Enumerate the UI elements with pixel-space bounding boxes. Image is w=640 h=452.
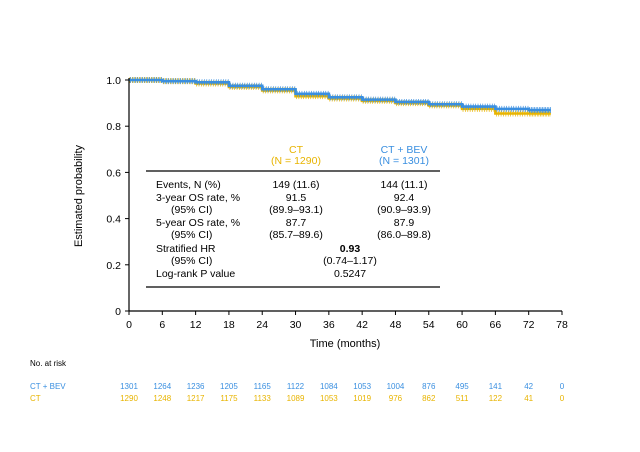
stat-ctbev-value: (86.0–89.8) [377,229,431,241]
axes: 0 6 12 18 24 30 36 42 48 54 60 66 72 78 0 0.2 0.4 0.6 0.8 1… [106,75,568,331]
censor-marks-ctbev [130,77,551,114]
risk-value: 1290 [120,394,138,403]
risk-value: 1019 [353,394,371,403]
stat-ct-value: 149 (11.6) [272,179,319,191]
risk-row-label: CT [30,394,41,403]
hr-label: Stratified HR [156,243,216,255]
x-tick-label: 66 [490,319,502,331]
stat-ct-value: 87.7 [286,217,307,229]
x-tick-label: 54 [423,319,435,331]
ct-header: CT [289,144,304,156]
stat-label: 5-year OS rate, % [156,217,240,229]
x-tick-label: 24 [256,319,268,331]
risk-value: 0 [560,394,565,403]
risk-value: 41 [524,394,533,403]
x-axis-label: Time (months) [310,338,381,350]
ctbev-n: (N = 1301) [379,155,429,167]
stat-label: 3-year OS rate, % [156,192,240,204]
stat-ct-value: 91.5 [286,192,307,204]
survival-curves [129,77,551,117]
x-tick-label: 30 [290,319,302,331]
stat-ct-value: (89.9–93.1) [269,204,323,216]
risk-value: 1301 [120,382,138,391]
stat-ct-value: (85.7–89.6) [269,229,323,241]
risk-value: 1053 [353,382,371,391]
risk-value: 1175 [220,394,238,403]
y-tick-label: 0.6 [106,167,121,179]
risk-value: 495 [455,382,469,391]
y-tick-label: 0 [115,306,121,318]
risk-value: 876 [422,382,436,391]
stats-table: CT (N = 1290) CT + BEV (N = 1301) Events… [146,144,440,288]
risk-value: 122 [489,394,503,403]
risk-value: 1236 [187,382,205,391]
y-tick-label: 0.8 [106,121,121,133]
risk-value: 1217 [187,394,205,403]
stat-label: Events, N (%) [156,179,221,191]
stat-ctbev-value: (90.9–93.9) [377,204,431,216]
x-tick-label: 12 [190,319,202,331]
x-tick-label: 60 [456,319,468,331]
stat-ctbev-value: 144 (11.1) [380,179,427,191]
risk-value: 42 [524,382,533,391]
hr-ci-label: (95% CI) [171,255,212,267]
risk-value: 511 [456,394,469,403]
stat-ctbev-value: 87.9 [394,217,415,229]
x-tick-label: 0 [126,319,132,331]
risk-value: 141 [489,382,503,391]
hr-ci-value: (0.74–1.17) [323,255,377,267]
x-tick-label: 72 [523,319,535,331]
risk-value: 1205 [220,382,238,391]
risk-value: 862 [422,394,436,403]
ctbev-header: CT + BEV [381,144,428,156]
x-tick-label: 36 [323,319,335,331]
y-tick-label: 1.0 [106,75,121,87]
risk-value: 1089 [287,394,305,403]
stat-ctbev-value: 92.4 [394,192,415,204]
risk-value: 1004 [387,382,405,391]
risk-value: 1122 [287,382,305,391]
risk-value: 0 [560,382,565,391]
ct-n: (N = 1290) [271,155,321,167]
risk-value: 1133 [254,394,272,403]
x-tick-label: 48 [390,319,402,331]
risk-value: 1053 [320,394,338,403]
risk-value: 1165 [254,382,272,391]
x-tick-label: 42 [356,319,368,331]
risk-row-label: CT + BEV [30,382,66,391]
logrank-label: Log-rank P value [156,268,235,280]
stat-label: (95% CI) [171,204,212,216]
risk-value: 1264 [153,382,171,391]
stat-label: (95% CI) [171,229,212,241]
risk-table-title: No. at risk [30,359,67,368]
y-tick-label: 0.4 [106,214,121,226]
risk-table: CT + BEV 1301 1264 1236 1205 1165 1122 1084 1053… [30,382,565,403]
x-tick-label: 18 [223,319,235,331]
y-tick-label: 0.2 [106,260,121,272]
logrank-value: 0.5247 [334,268,366,280]
x-tick-label: 78 [556,319,568,331]
x-tick-label: 6 [159,319,165,331]
y-axis-label: Estimated probability [73,144,85,247]
risk-value: 1248 [153,394,171,403]
hr-value: 0.93 [340,243,361,255]
risk-value: 976 [389,394,403,403]
risk-value: 1084 [320,382,338,391]
